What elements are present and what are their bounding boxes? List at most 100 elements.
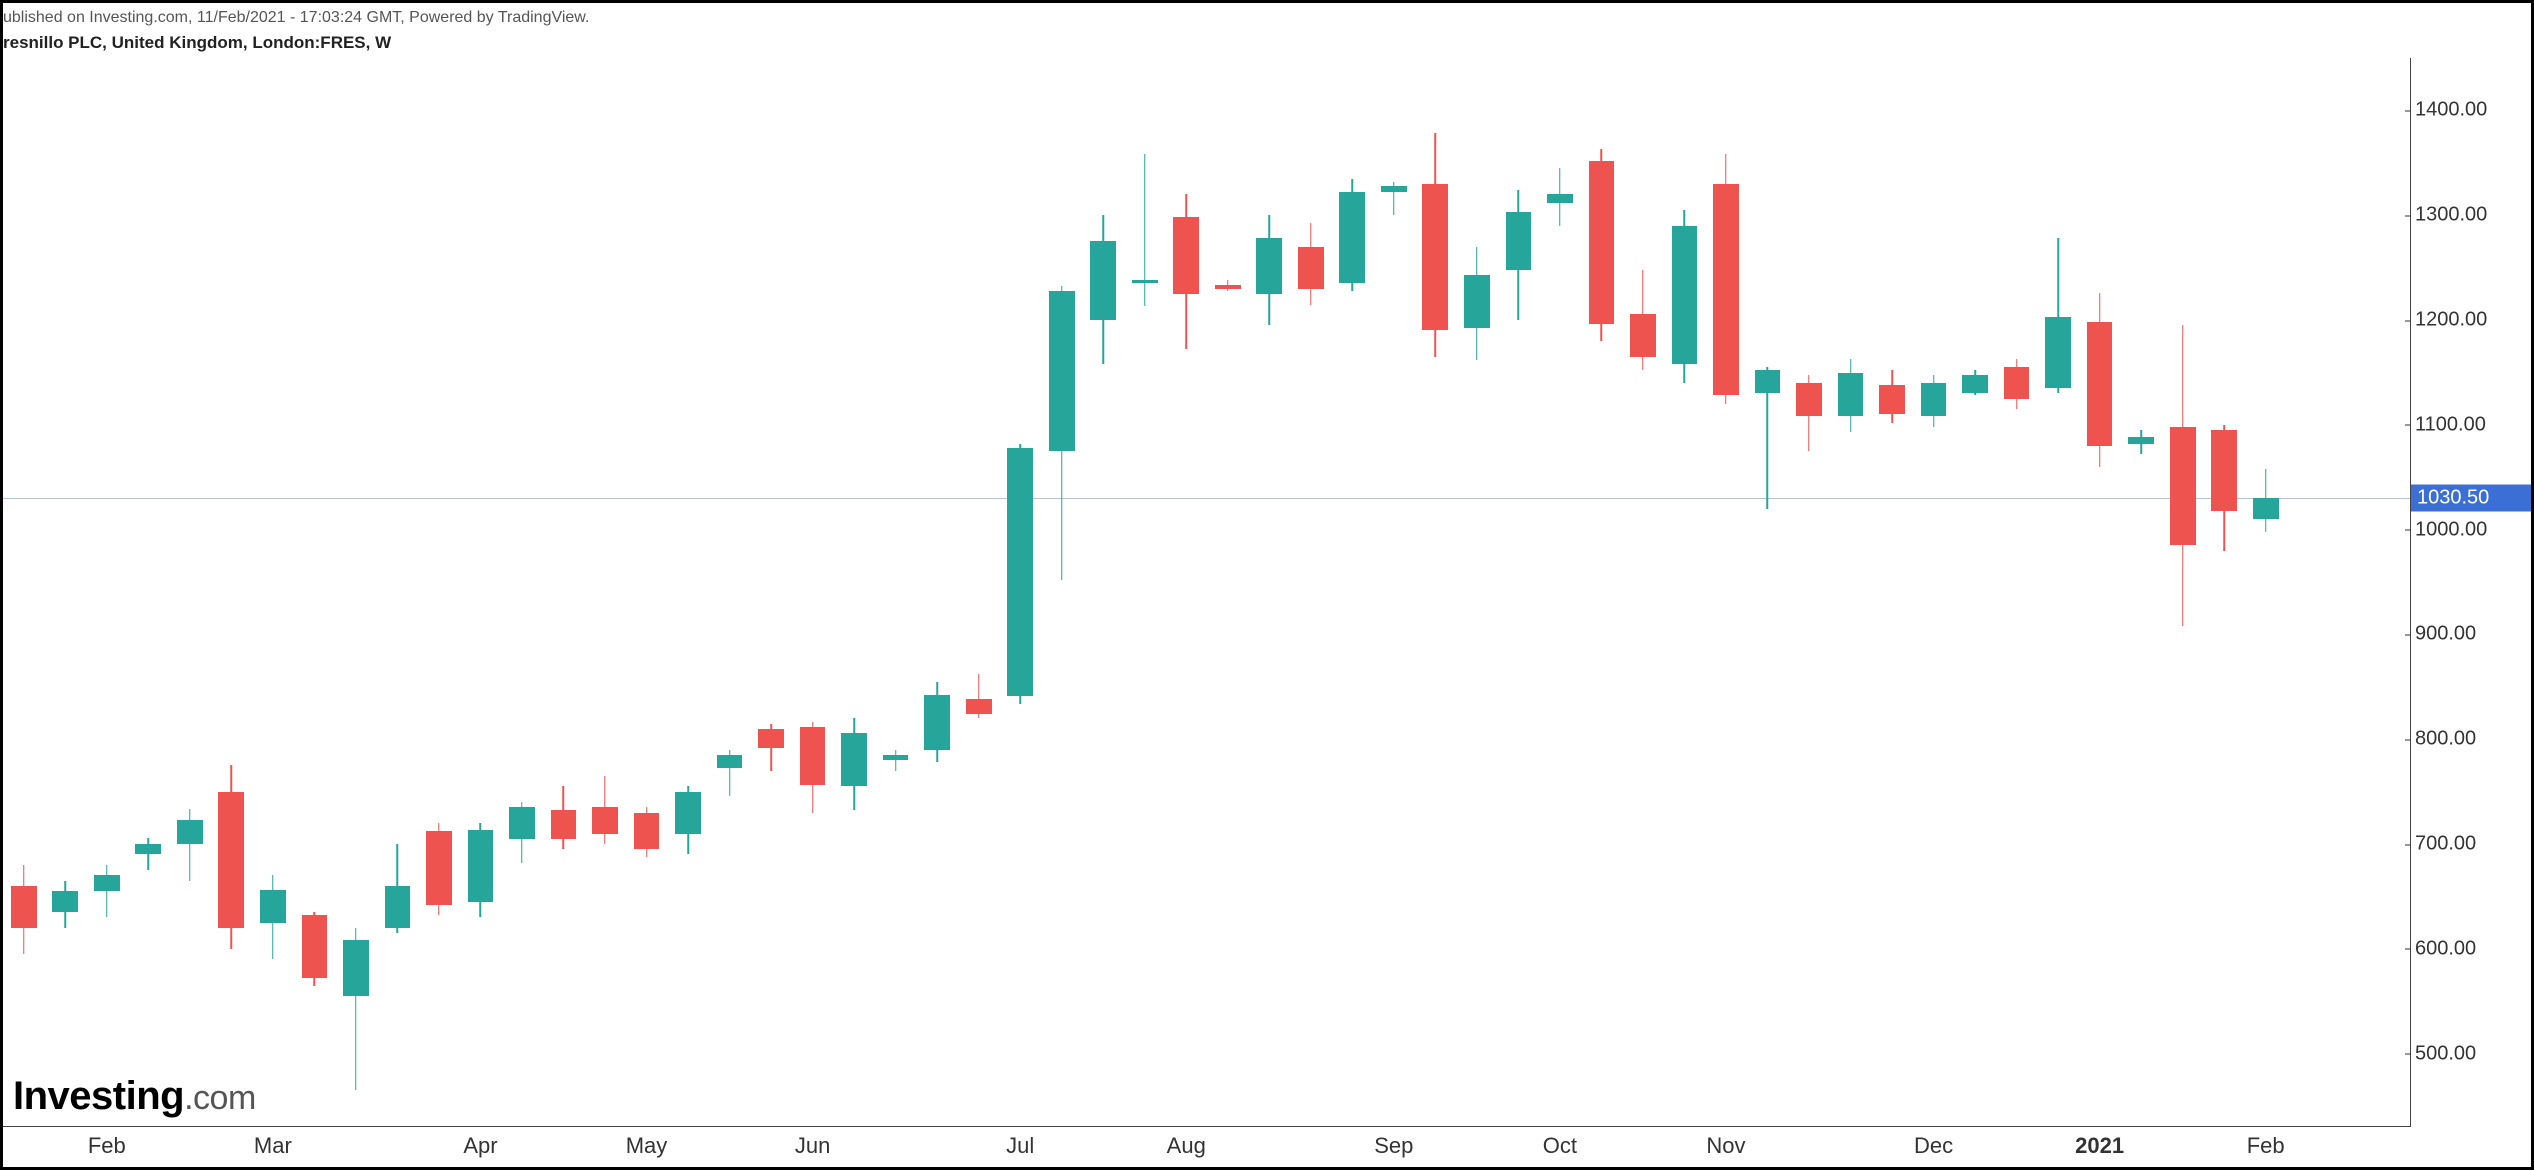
x-tick: Feb [88, 1133, 126, 1159]
candle[interactable] [1962, 58, 1988, 1127]
candle[interactable] [841, 58, 867, 1127]
candle-body [177, 820, 203, 844]
candle[interactable] [1298, 58, 1324, 1127]
candle-body [135, 844, 161, 854]
candle[interactable] [1713, 58, 1739, 1127]
candle[interactable] [1215, 58, 1241, 1127]
candle-body [509, 807, 535, 838]
candle-body [717, 755, 743, 768]
candle[interactable] [218, 58, 244, 1127]
candle-body [924, 695, 950, 749]
candle-body [883, 755, 909, 760]
candle[interactable] [758, 58, 784, 1127]
candle[interactable] [800, 58, 826, 1127]
candle[interactable] [2004, 58, 2030, 1127]
y-tick: 1300.00 [2415, 204, 2487, 227]
candle[interactable] [1589, 58, 1615, 1127]
candle-body [218, 792, 244, 928]
candle-body [385, 886, 411, 928]
candle[interactable] [1256, 58, 1282, 1127]
candle[interactable] [551, 58, 577, 1127]
candle[interactable] [11, 58, 37, 1127]
candle[interactable] [1090, 58, 1116, 1127]
candle-body [551, 810, 577, 838]
candle[interactable] [2045, 58, 2071, 1127]
candle[interactable] [966, 58, 992, 1127]
candle[interactable] [509, 58, 535, 1127]
y-tick: 1000.00 [2415, 518, 2487, 541]
candle-body [800, 727, 826, 786]
candle[interactable] [2087, 58, 2113, 1127]
candle-body [2170, 427, 2196, 545]
candle-body [2211, 430, 2237, 511]
candle[interactable] [1630, 58, 1656, 1127]
candle-body [1672, 226, 1698, 364]
y-tick: 600.00 [2415, 937, 2476, 960]
candle[interactable] [2253, 58, 2279, 1127]
candle[interactable] [177, 58, 203, 1127]
candle-wick [1144, 154, 1146, 306]
candle[interactable] [1007, 58, 1033, 1127]
candle-body [302, 915, 328, 978]
candle[interactable] [1672, 58, 1698, 1127]
brand-suffix: .com [184, 1079, 256, 1117]
candle[interactable] [1921, 58, 1947, 1127]
candle[interactable] [2211, 58, 2237, 1127]
candle[interactable] [135, 58, 161, 1127]
candle[interactable] [634, 58, 660, 1127]
candle[interactable] [675, 58, 701, 1127]
x-tick: Aug [1167, 1133, 1206, 1159]
y-tick: 1100.00 [2415, 413, 2486, 436]
candle-body [2087, 322, 2113, 446]
candle[interactable] [1422, 58, 1448, 1127]
candle[interactable] [1049, 58, 1075, 1127]
candle[interactable] [2128, 58, 2154, 1127]
candle[interactable] [1381, 58, 1407, 1127]
candle[interactable] [2170, 58, 2196, 1127]
candle[interactable] [426, 58, 452, 1127]
x-tick: May [626, 1133, 668, 1159]
candle-body [1962, 375, 1988, 394]
candle[interactable] [468, 58, 494, 1127]
time-axis[interactable]: FebMarAprMayJunJulAugSepOctNovDec2021Feb [3, 1126, 2411, 1167]
candle-body [1713, 184, 1739, 396]
candle[interactable] [717, 58, 743, 1127]
candle[interactable] [302, 58, 328, 1127]
candle[interactable] [1173, 58, 1199, 1127]
x-tick: Feb [2247, 1133, 2285, 1159]
candle-body [2253, 498, 2279, 519]
candle[interactable] [52, 58, 78, 1127]
candle[interactable] [260, 58, 286, 1127]
candle[interactable] [883, 58, 909, 1127]
chart-plot-area[interactable] [3, 58, 2411, 1127]
candle-body [1173, 217, 1199, 294]
chart-window: ublished on Investing.com, 11/Feb/2021 -… [0, 0, 2534, 1170]
candle[interactable] [1339, 58, 1365, 1127]
candle[interactable] [1464, 58, 1490, 1127]
candle[interactable] [1796, 58, 1822, 1127]
candle[interactable] [385, 58, 411, 1127]
candle[interactable] [1132, 58, 1158, 1127]
candle-body [1547, 194, 1573, 202]
candle[interactable] [1879, 58, 1905, 1127]
brand-main: Investing [13, 1074, 184, 1118]
candle-body [1339, 192, 1365, 283]
candle[interactable] [1755, 58, 1781, 1127]
candle-body [1506, 212, 1532, 270]
price-axis[interactable]: 500.00600.00700.00800.00900.001000.00110… [2410, 58, 2531, 1127]
candle-body [1838, 373, 1864, 416]
candle-body [1921, 383, 1947, 417]
candle[interactable] [1838, 58, 1864, 1127]
candle[interactable] [1547, 58, 1573, 1127]
candle-body [1589, 161, 1615, 324]
candle[interactable] [343, 58, 369, 1127]
candle-body [966, 699, 992, 714]
candle-body [1422, 184, 1448, 331]
candle[interactable] [592, 58, 618, 1127]
candle[interactable] [1506, 58, 1532, 1127]
candle[interactable] [924, 58, 950, 1127]
candle-body [1381, 186, 1407, 192]
y-tick: 1400.00 [2415, 99, 2487, 122]
candle-body [52, 891, 78, 912]
candle[interactable] [94, 58, 120, 1127]
